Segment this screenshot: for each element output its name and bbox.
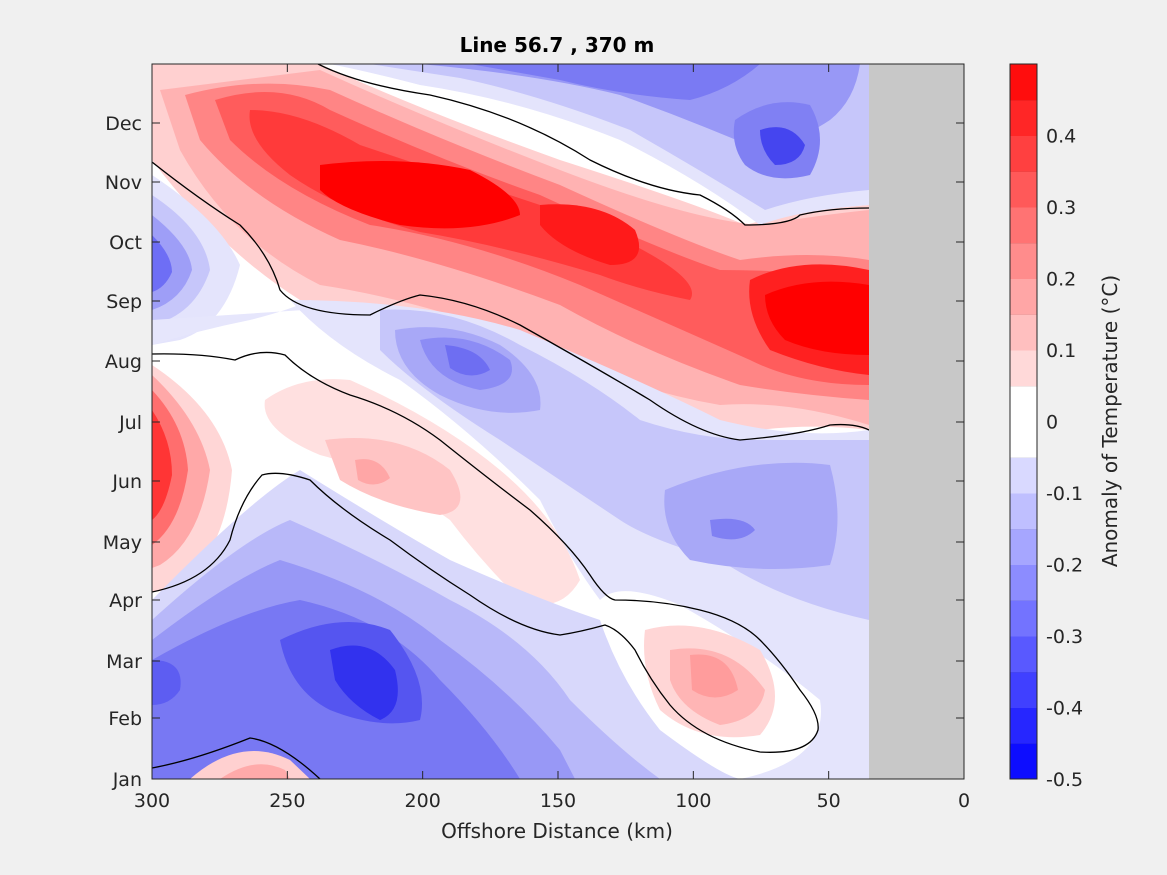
y-tick-label: Oct <box>109 232 142 254</box>
colorbar-level <box>1010 350 1037 387</box>
y-tick-label: Dec <box>105 113 142 135</box>
cold-band-mid <box>290 300 869 779</box>
contour-field <box>152 64 869 779</box>
colorbar-level <box>1010 314 1037 351</box>
colorbar-tick-label: -0.4 <box>1046 698 1083 720</box>
chart-title: Line 56.7 , 370 m <box>460 33 655 57</box>
colorbar-level <box>1010 171 1037 208</box>
colorbar-level <box>1010 242 1037 279</box>
colorbar-tick-label: -0.1 <box>1046 483 1083 505</box>
colorbar-level <box>1010 207 1037 244</box>
cold-patch-left-oct <box>152 175 240 345</box>
colorbar-tick-label: 0.1 <box>1046 340 1076 362</box>
cold-region-lower <box>152 470 740 779</box>
colorbar-tick-label: 0.4 <box>1046 126 1076 148</box>
y-axis: Jan Feb Mar Apr May Jun Jul Aug Sep Oct Nov Dec <box>103 113 964 791</box>
colorbar-level <box>1010 493 1037 530</box>
x-tick-label: 0 <box>958 790 970 812</box>
colorbar: -0.5 -0.4 -0.3 -0.2 -0.1 0 0.1 0.2 0.3 0.4 <box>1009 63 1083 791</box>
colorbar-frame <box>1009 63 1038 780</box>
x-axis-label: Offshore Distance (km) <box>441 819 673 843</box>
y-tick-label: Aug <box>105 351 142 373</box>
colorbar-level <box>1010 385 1037 422</box>
y-tick-label: Apr <box>109 590 142 612</box>
colorbar-tick-label: 0.3 <box>1046 197 1076 219</box>
x-tick-label: 100 <box>675 790 711 812</box>
colorbar-label: Anomaly of Temperature (°C) <box>1098 275 1122 567</box>
y-tick-label: Jan <box>112 769 142 791</box>
colorbar-level <box>1010 636 1037 673</box>
colorbar-level <box>1010 457 1037 494</box>
colorbar-level <box>1010 600 1037 637</box>
x-tick-label: 150 <box>540 790 576 812</box>
y-tick-label: Mar <box>106 651 142 673</box>
y-tick-label: Nov <box>105 172 142 194</box>
y-tick-label: Sep <box>106 291 142 313</box>
colorbar-level <box>1010 707 1037 744</box>
colorbar-level <box>1010 528 1037 565</box>
x-tick-label: 250 <box>269 790 305 812</box>
colorbar-level <box>1010 64 1037 101</box>
y-tick-label: May <box>103 532 142 554</box>
colorbar-level <box>1010 564 1037 601</box>
x-tick-label: 50 <box>817 790 841 812</box>
colorbar-tick-label: -0.3 <box>1046 626 1083 648</box>
colorbar-tick-label: -0.2 <box>1046 555 1083 577</box>
y-tick-label: Feb <box>108 708 142 730</box>
x-tick-label: 200 <box>405 790 441 812</box>
colorbar-level <box>1010 671 1037 708</box>
cold-patch-top-right <box>330 64 869 225</box>
y-tick-label: Jun <box>111 471 142 493</box>
cold-band-sep <box>152 300 380 345</box>
zero-contours <box>152 64 869 779</box>
colorbar-tick-label: 0 <box>1046 412 1058 434</box>
x-tick-label: 300 <box>134 790 170 812</box>
x-axis: 300 250 200 150 100 50 0 <box>134 64 970 812</box>
colorbar-level <box>1010 135 1037 172</box>
warm-band-upper <box>152 64 869 440</box>
colorbar-level <box>1010 421 1037 458</box>
no-data-region <box>869 64 964 779</box>
colorbar-level <box>1010 99 1037 136</box>
warm-patch-left-jun <box>152 365 232 592</box>
colorbar-tick-label: -0.5 <box>1046 769 1083 791</box>
colorbar-tick-label: 0.2 <box>1046 269 1076 291</box>
y-tick-label: Jul <box>118 412 142 434</box>
colorbar-level <box>1010 278 1037 315</box>
warm-patch-jan <box>190 750 310 779</box>
warm-band-middle <box>264 379 775 738</box>
colorbar-level <box>1010 743 1037 780</box>
